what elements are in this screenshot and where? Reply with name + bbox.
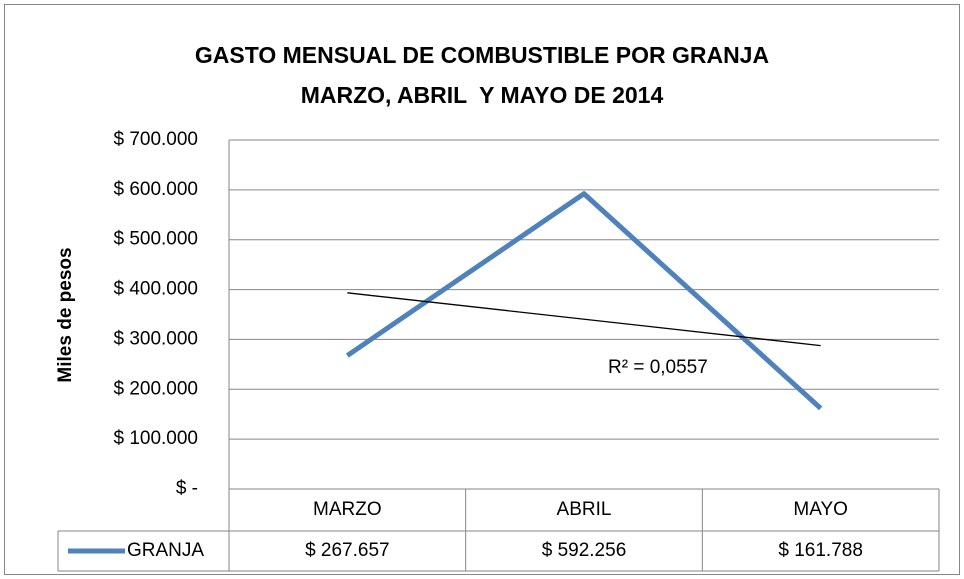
y-tick-label: $ 400.000 — [113, 279, 198, 300]
y-tick-label: $ 100.000 — [113, 428, 198, 449]
x-tick-label: MARZO — [313, 499, 382, 520]
data-table-value: $ 592.256 — [542, 540, 627, 561]
chart-subtitle: MARZO, ABRIL Y MAYO DE 2014 — [301, 82, 664, 108]
data-table-value: $ 267.657 — [305, 540, 390, 561]
trendline-annotation: R² = 0,0557 — [608, 357, 708, 378]
y-tick-label: $ 700.000 — [113, 129, 198, 150]
y-tick-label: $ 200.000 — [113, 378, 198, 399]
y-tick-label: $ - — [176, 478, 198, 499]
y-tick-label: $ 500.000 — [113, 229, 198, 250]
x-tick-label: ABRIL — [557, 499, 612, 520]
trendline — [347, 292, 821, 347]
data-table-value: $ 161.788 — [778, 540, 863, 561]
y-tick-label: $ 600.000 — [113, 179, 198, 200]
legend-label: GRANJA — [127, 540, 204, 561]
x-tick-label: MAYO — [793, 499, 848, 520]
y-tick-label: $ 300.000 — [113, 328, 198, 349]
y-axis-label: Miles de pesos — [55, 247, 76, 382]
chart-title: GASTO MENSUAL DE COMBUSTIBLE POR GRANJA — [195, 42, 769, 68]
